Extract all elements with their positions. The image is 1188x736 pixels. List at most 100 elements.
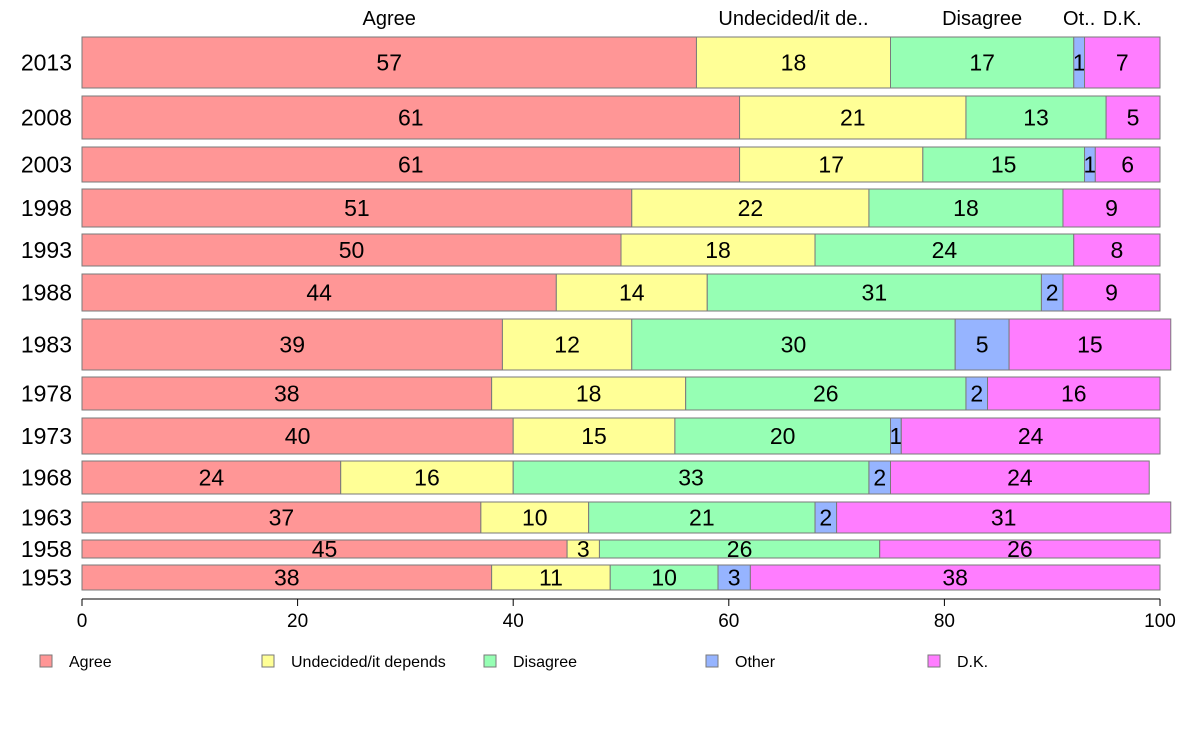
year-label: 1978 <box>21 381 72 407</box>
column-headers: Agree Undecided/it de.. Disagree Ot.. D.K. <box>363 8 1142 30</box>
data-label: 5 <box>1127 105 1140 131</box>
column-header-other: Ot.. <box>1063 8 1095 30</box>
data-label: 15 <box>1077 332 1103 358</box>
year-label: 2013 <box>21 50 72 76</box>
legend-item-d-k: D.K. <box>927 654 988 671</box>
data-label: 38 <box>274 381 300 407</box>
data-label: 33 <box>678 465 704 491</box>
legend-item-disagree: Disagree <box>483 654 577 671</box>
bar-segment-disagree-2013 <box>890 36 1075 89</box>
bar-segment-agree-1973 <box>81 417 514 455</box>
year-label: 2003 <box>21 152 72 178</box>
data-label: 2 <box>1046 280 1059 306</box>
data-label: 10 <box>522 505 548 531</box>
bar-row-2008: 2008 61 21 13 5 <box>21 95 1161 140</box>
bar-segment-d-k-1953 <box>749 564 1161 591</box>
data-label: 61 <box>398 105 424 131</box>
data-label: 61 <box>398 152 424 178</box>
legend-swatch <box>483 654 497 668</box>
year-label: 1968 <box>21 465 72 491</box>
year-label: 1998 <box>21 195 72 221</box>
data-label: 3 <box>577 536 590 562</box>
column-header-disagree: Disagree <box>942 8 1022 30</box>
data-label: 2 <box>970 381 983 407</box>
x-tick-label: 80 <box>934 611 955 632</box>
x-tick-label: 20 <box>287 611 308 632</box>
data-label: 39 <box>279 332 305 358</box>
bar-segment-disagree-2008 <box>965 95 1107 140</box>
bar-segment-disagree-1953 <box>609 564 719 591</box>
data-label: 26 <box>813 381 839 407</box>
data-label: 57 <box>376 50 402 76</box>
data-label: 31 <box>862 280 888 306</box>
bar-row-2003: 2003 61 17 15 1 6 <box>21 146 1161 183</box>
legend-item-undecided-it-depends: Undecided/it depends <box>261 654 446 671</box>
column-header-agree: Agree <box>363 8 416 30</box>
year-label: 1983 <box>21 332 72 358</box>
data-label: 45 <box>312 536 338 562</box>
bar-segment-disagree-2003 <box>922 146 1086 183</box>
column-header-d-k: D.K. <box>1103 8 1142 30</box>
data-label: 9 <box>1105 195 1118 221</box>
bar-segment-undecided-it-depends-1978 <box>491 376 687 411</box>
legend-label: D.K. <box>957 654 988 671</box>
bar-segment-undecided-it-depends-1953 <box>491 564 611 591</box>
bar-segment-d-k-1993 <box>1073 233 1161 267</box>
data-label: 18 <box>576 381 602 407</box>
data-label: 38 <box>942 565 968 591</box>
data-label: 51 <box>344 195 370 221</box>
year-label: 1988 <box>21 280 72 306</box>
data-label: 5 <box>976 332 989 358</box>
legend: Agree Undecided/it depends Disagree Other D.… <box>39 654 988 671</box>
year-label: 1958 <box>21 536 72 562</box>
x-tick-label: 40 <box>503 611 524 632</box>
data-label: 26 <box>727 536 753 562</box>
legend-swatch <box>705 654 719 668</box>
data-label: 10 <box>651 565 677 591</box>
bar-row-1983: 1983 39 12 30 5 15 <box>21 318 1172 371</box>
data-label: 1 <box>1084 152 1097 178</box>
data-label: 11 <box>539 565 563 591</box>
bar-row-1998: 1998 51 22 18 9 <box>21 188 1161 228</box>
data-label: 30 <box>781 332 807 358</box>
bar-segment-other-1953 <box>717 564 751 591</box>
bar-row-1988: 1988 44 14 31 2 9 <box>21 273 1161 312</box>
data-label: 40 <box>285 423 311 449</box>
data-label: 17 <box>818 152 844 178</box>
data-label: 15 <box>581 423 607 449</box>
legend-label: Other <box>735 654 776 671</box>
bar-row-1968: 1968 24 16 33 2 24 <box>21 460 1150 495</box>
bar-row-1958: 1958 45 3 26 26 <box>21 536 1161 562</box>
data-label: 6 <box>1121 152 1134 178</box>
bar-segment-undecided-it-depends-1983 <box>501 318 633 371</box>
bar-segment-undecided-it-depends-1968 <box>340 460 514 495</box>
bar-segment-undecided-it-depends-1998 <box>631 188 870 228</box>
bar-segment-d-k-2003 <box>1094 146 1161 183</box>
bar-row-1993: 1993 50 18 24 8 <box>21 233 1161 267</box>
year-label: 1973 <box>21 423 72 449</box>
bar-segment-d-k-1968 <box>890 460 1150 495</box>
data-label: 2 <box>873 465 886 491</box>
bar-segment-disagree-1983 <box>631 318 956 371</box>
bar-row-1963: 1963 37 10 21 2 31 <box>21 501 1172 534</box>
bar-segment-agree-2008 <box>81 95 741 140</box>
bar-row-1978: 1978 38 18 26 2 16 <box>21 376 1161 411</box>
legend-swatch <box>39 654 53 668</box>
bar-segment-agree-2013 <box>81 36 697 89</box>
bar-segment-agree-1953 <box>81 564 493 591</box>
bar-segment-agree-1983 <box>81 318 503 371</box>
data-label: 24 <box>199 465 225 491</box>
year-label: 1993 <box>21 237 72 263</box>
legend-label: Agree <box>69 654 112 671</box>
x-tick-label: 100 <box>1144 611 1176 632</box>
legend-item-agree: Agree <box>39 654 112 671</box>
data-label: 38 <box>274 565 300 591</box>
data-label: 24 <box>932 237 958 263</box>
legend-swatch <box>927 654 941 668</box>
x-axis: 0 20 40 60 80 100 <box>77 598 1176 632</box>
legend-label: Disagree <box>513 654 577 671</box>
data-label: 24 <box>1007 465 1033 491</box>
bar-segment-d-k-1983 <box>1008 318 1172 371</box>
